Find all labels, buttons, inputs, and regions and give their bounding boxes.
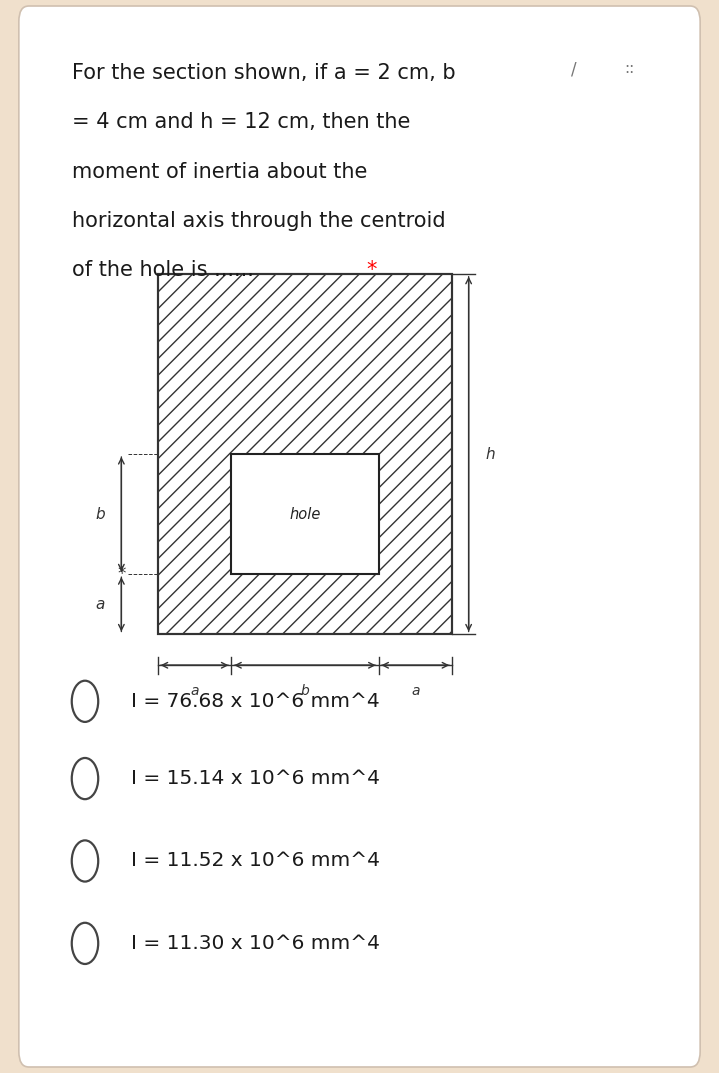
Text: a: a <box>96 597 105 612</box>
Text: = 4 cm and h = 12 cm, then the: = 4 cm and h = 12 cm, then the <box>72 112 410 132</box>
Text: of the hole is ......: of the hole is ...... <box>72 261 260 280</box>
Text: I = 76.68 x 10^6 mm^4: I = 76.68 x 10^6 mm^4 <box>132 692 380 710</box>
Text: For the section shown, if a = 2 cm, b: For the section shown, if a = 2 cm, b <box>72 62 455 83</box>
Text: a: a <box>411 684 420 697</box>
FancyBboxPatch shape <box>157 274 452 634</box>
FancyBboxPatch shape <box>19 6 700 1067</box>
Text: ::: :: <box>624 60 634 75</box>
Text: horizontal axis through the centroid: horizontal axis through the centroid <box>72 211 445 231</box>
Text: b: b <box>301 684 309 697</box>
Text: moment of inertia about the: moment of inertia about the <box>72 162 367 181</box>
Text: I = 15.14 x 10^6 mm^4: I = 15.14 x 10^6 mm^4 <box>132 769 380 788</box>
Text: I = 11.52 x 10^6 mm^4: I = 11.52 x 10^6 mm^4 <box>132 852 380 870</box>
Text: *: * <box>366 261 377 280</box>
Text: h: h <box>485 446 495 461</box>
Text: hole: hole <box>289 506 321 521</box>
Text: /: / <box>571 60 577 78</box>
Text: b: b <box>95 506 105 521</box>
Text: *: * <box>117 565 126 584</box>
Text: I = 11.30 x 10^6 mm^4: I = 11.30 x 10^6 mm^4 <box>132 934 380 953</box>
Bar <box>157 274 452 634</box>
Bar <box>232 454 378 574</box>
Text: a: a <box>191 684 198 697</box>
